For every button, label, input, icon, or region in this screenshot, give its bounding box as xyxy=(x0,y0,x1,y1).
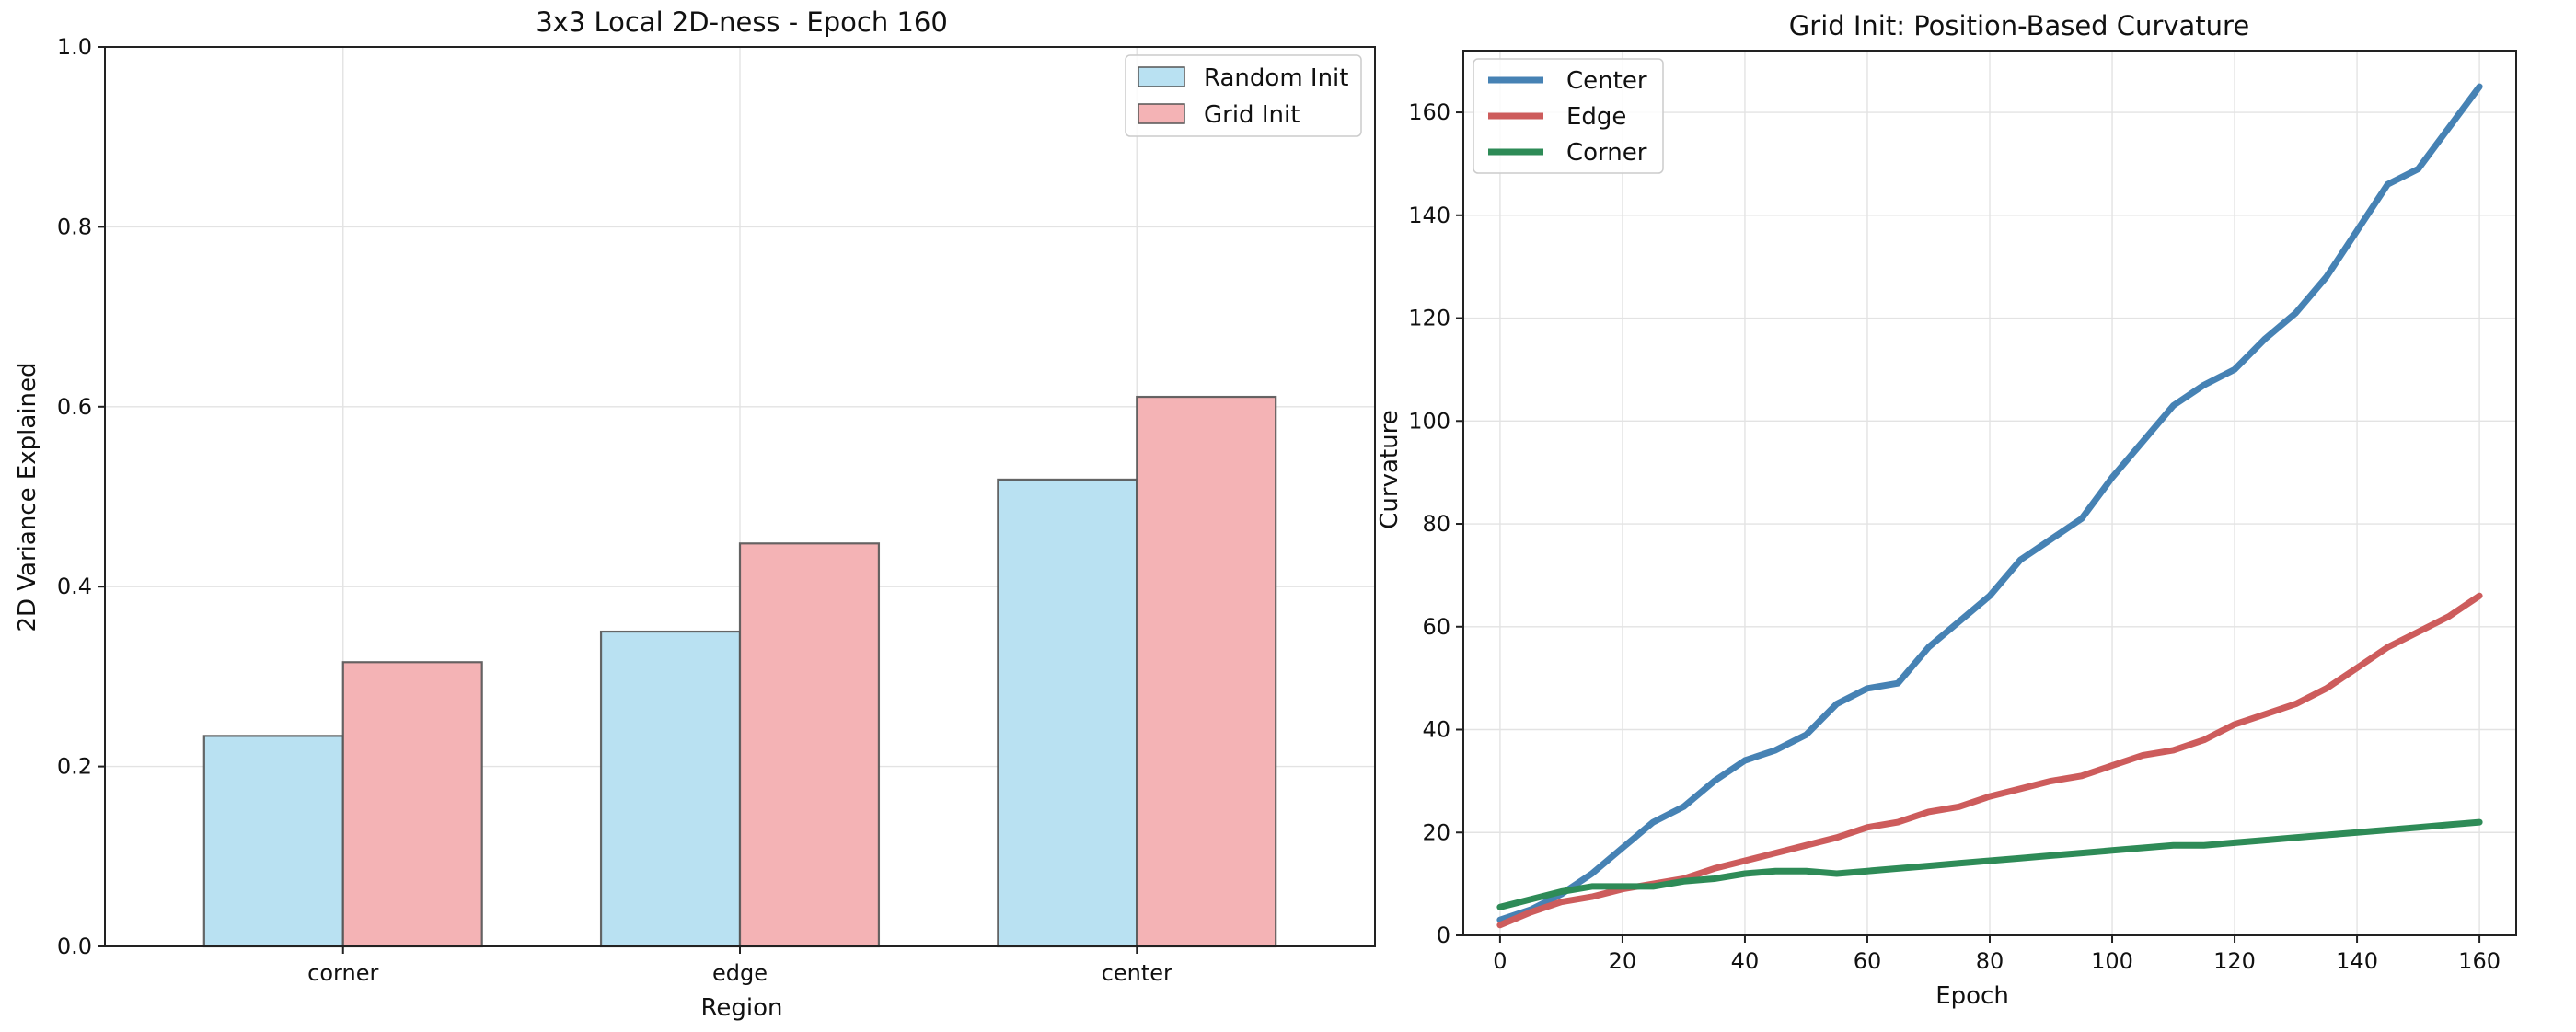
bar-grid-init-corner xyxy=(341,661,483,948)
bar-grid-init-edge xyxy=(738,542,881,948)
bar-chart-legend: Random Init Grid Init xyxy=(1125,54,1362,137)
line-x-tick-label: 120 xyxy=(2213,948,2256,974)
line-chart-y-ticks: 0 20 40 60 80 100 120 140 160 xyxy=(1408,99,1463,948)
line-x-tick-label: 60 xyxy=(1854,948,1882,974)
line-y-tick-label: 160 xyxy=(1408,99,1450,125)
legend-swatch-grid-init xyxy=(1138,103,1185,124)
bar-y-tick-label: 0.6 xyxy=(57,394,92,420)
legend-label-corner: Corner xyxy=(1566,139,1647,167)
legend-frame xyxy=(1473,58,1664,174)
line-chart-title: Grid Init: Position-Based Curvature xyxy=(1789,10,2249,41)
bar-y-tick-label: 1.0 xyxy=(57,34,92,60)
bar-x-tick-label: edge xyxy=(712,960,768,986)
bar-chart-bars xyxy=(202,395,1277,948)
legend-label-random-init: Random Init xyxy=(1204,64,1348,92)
legend-swatch-random-init xyxy=(1138,66,1185,87)
line-y-tick-label: 40 xyxy=(1422,717,1450,743)
line-y-tick-label: 100 xyxy=(1408,408,1450,434)
bar-chart-x-axis-label: Region xyxy=(700,994,782,1022)
line-x-tick-label: 80 xyxy=(1976,948,2004,974)
bar-grid-init-center xyxy=(1136,395,1277,948)
bar-y-tick-label: 0.4 xyxy=(57,574,92,599)
line-chart-x-ticks: 0 20 40 60 80 100 120 140 160 xyxy=(1493,935,2501,974)
line-chart: Grid Init: Position-Based Curvature 0 20 4… xyxy=(1376,10,2517,1010)
bar-chart-y-axis-label: 2D Variance Explained xyxy=(14,362,41,632)
bar-chart: 3x3 Local 2D-ness - Epoch 160 0.00.20.40… xyxy=(14,6,1376,1022)
bar-y-tick-label: 0.0 xyxy=(57,933,92,959)
bar-random-init-edge xyxy=(599,630,742,948)
line-x-tick-label: 0 xyxy=(1493,948,1507,974)
legend-label-edge: Edge xyxy=(1566,103,1626,131)
bar-chart-title: 3x3 Local 2D-ness - Epoch 160 xyxy=(536,6,948,38)
line-y-tick-label: 140 xyxy=(1408,203,1450,228)
line-y-tick-label: 20 xyxy=(1422,819,1450,845)
bar-x-tick-label: corner xyxy=(307,960,378,986)
line-y-tick-label: 0 xyxy=(1437,922,1450,948)
line-chart-y-axis-label: Curvature xyxy=(1376,410,1404,528)
line-y-tick-label: 60 xyxy=(1422,614,1450,640)
bar-y-tick-label: 0.2 xyxy=(57,754,92,780)
line-chart-x-axis-label: Epoch xyxy=(1935,982,2009,1010)
series-line-corner xyxy=(1496,818,2483,910)
line-x-tick-label: 100 xyxy=(2091,948,2133,974)
legend-label-grid-init: Grid Init xyxy=(1204,101,1300,129)
line-x-tick-label: 160 xyxy=(2458,948,2501,974)
bar-y-tick-label: 0.8 xyxy=(57,214,92,239)
bar-chart-y-ticks: 0.0 0.2 0.4 0.6 0.8 1.0 xyxy=(57,34,105,959)
bar-random-init-corner xyxy=(202,735,344,948)
line-chart-gridlines xyxy=(1463,51,2516,936)
series-line-center xyxy=(1496,83,2483,923)
bar-random-init-center xyxy=(997,478,1138,948)
line-y-tick-label: 120 xyxy=(1408,306,1450,331)
bar-chart-x-ticks: corner edge center xyxy=(307,946,1172,986)
line-chart-series xyxy=(1496,83,2483,929)
legend-label-center: Center xyxy=(1566,67,1647,95)
line-x-tick-label: 140 xyxy=(2336,948,2378,974)
line-chart-legend: Center Edge Corner xyxy=(1473,58,1664,174)
bar-x-tick-label: center xyxy=(1102,960,1172,986)
line-y-tick-label: 80 xyxy=(1422,511,1450,537)
line-x-tick-label: 40 xyxy=(1731,948,1760,974)
line-x-tick-label: 20 xyxy=(1609,948,1637,974)
